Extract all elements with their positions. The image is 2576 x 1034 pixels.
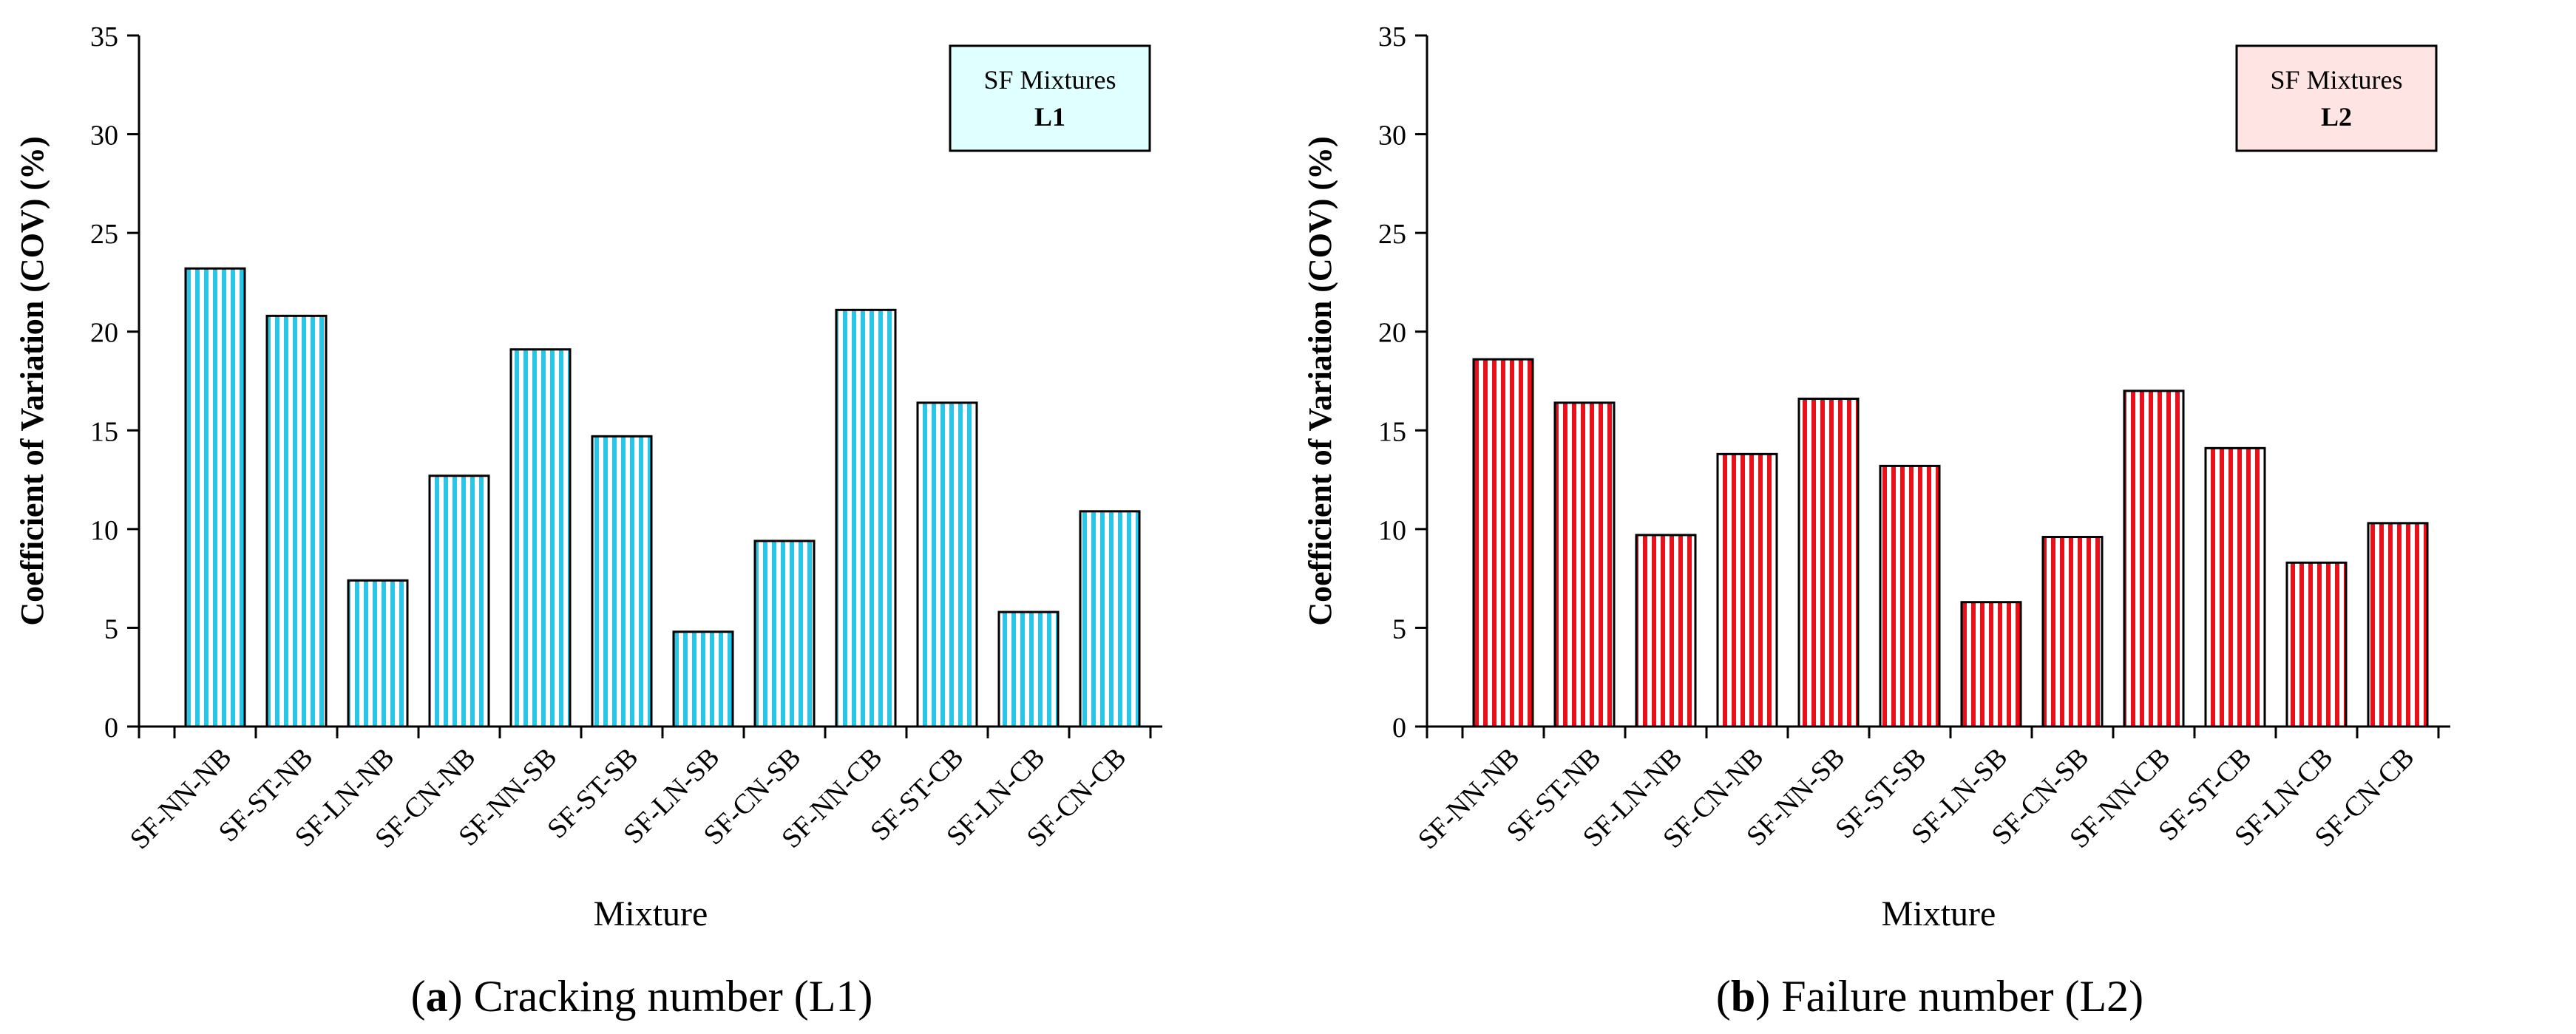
y-tick-label: 10	[90, 515, 118, 546]
bar-sf-cn-nb	[1716, 452, 1778, 728]
bar-sf-nn-sb	[1797, 398, 1860, 728]
legend-title: SF Mixtures	[983, 65, 1116, 95]
x-axis-label: Mixture	[594, 894, 708, 933]
bar-sf-cn-cb	[2367, 522, 2429, 728]
bar-sf-nn-cb	[2123, 390, 2185, 728]
bar-sf-st-sb	[591, 435, 653, 728]
chart-a-svg: 05101520253035SF-NN-NBSF-ST-NBSF-LN-NBSF…	[14, 21, 1162, 1021]
bar-sf-nn-nb	[1472, 358, 1534, 728]
y-tick-label: 15	[90, 416, 118, 447]
chart-panel-b: 0 5 10 15 20 25 30 35 SF-NN-NB SF-ST-NB SF-LN-NB SF…	[1288, 0, 2576, 1034]
legend-box	[949, 44, 1151, 152]
y-tick-label: 25	[1378, 219, 1406, 250]
bar-sf-ln-cb	[997, 610, 1060, 728]
caption-text: Cracking number (L1)	[463, 972, 873, 1021]
bar-sf-cn-nb	[428, 475, 490, 728]
y-tick-label: 30	[90, 120, 118, 152]
legend-box	[2235, 44, 2438, 152]
bar-sf-ln-sb	[1960, 601, 2022, 728]
bar-sf-ln-nb	[347, 579, 409, 728]
x-tick-label: SF-NN-NB	[124, 742, 238, 856]
bar-sf-st-cb	[2204, 446, 2266, 728]
caption-paren-open: (	[411, 972, 426, 1021]
bar-sf-cn-cb	[1079, 510, 1141, 728]
chart-panel-a: 0 5 10 15 20 25 30 35 SF-NN-NB SF-ST-NB SF-LN-NB SF…	[14, 21, 1162, 1021]
caption-paren-close: )	[448, 972, 463, 1021]
bar-sf-st-cb	[916, 401, 978, 728]
bar-sf-ln-sb	[672, 630, 734, 728]
bar-sf-nn-cb	[835, 308, 897, 728]
caption-paren-open: (	[1716, 972, 1731, 1021]
legend-title: SF Mixtures	[2270, 65, 2402, 95]
y-tick-label: 5	[104, 613, 118, 644]
y-tick-label: 35	[90, 21, 118, 52]
bar-sf-nn-sb	[509, 348, 572, 728]
bar-sf-ln-nb	[1635, 534, 1697, 728]
caption-text: Failure number (L2)	[1770, 972, 2143, 1021]
bar-sf-cn-sb	[753, 540, 816, 728]
legend: SF Mixtures L1	[949, 44, 1151, 152]
y-tick-label: 20	[1378, 318, 1406, 349]
chart-b-svg: 05101520253035SF-NN-NBSF-ST-NBSF-LN-NBSF…	[1302, 21, 2450, 1021]
caption-panel-label: b	[1731, 972, 1755, 1021]
y-tick-label: 0	[1392, 712, 1406, 744]
y-tick-label: 10	[1378, 515, 1406, 546]
x-tick-label: SF-NN-NB	[1412, 742, 1526, 856]
x-axis-label: Mixture	[1882, 894, 1996, 933]
caption-paren-close: )	[1755, 972, 1770, 1021]
y-tick-label: 35	[1378, 21, 1406, 52]
y-tick-label: 5	[1392, 613, 1406, 644]
legend-label: L1	[1034, 102, 1065, 132]
y-tick-label: 0	[104, 712, 118, 744]
y-tick-label: 15	[1378, 416, 1406, 447]
y-tick-label: 30	[1378, 120, 1406, 152]
bar-sf-nn-nb	[184, 267, 246, 728]
y-axis-label: Coefficient of Variation (COV) (%)	[14, 136, 50, 625]
y-tick-label: 20	[90, 318, 118, 349]
bar-sf-st-sb	[1879, 464, 1941, 728]
legend-label: L2	[2321, 102, 2352, 132]
bar-sf-ln-cb	[2285, 561, 2348, 728]
bar-sf-st-nb	[265, 314, 328, 728]
y-tick-label: 25	[90, 219, 118, 250]
bar-sf-cn-sb	[2041, 536, 2104, 728]
figure-caption: (a) Cracking number (L1)	[411, 972, 873, 1021]
caption-panel-label: a	[426, 972, 448, 1021]
legend: SF Mixtures L2	[2235, 44, 2438, 152]
bar-sf-st-nb	[1553, 401, 1616, 728]
y-axis-label: Coefficient of Variation (COV) (%)	[1302, 136, 1338, 625]
figure-caption: (b) Failure number (L2)	[1716, 972, 2143, 1021]
